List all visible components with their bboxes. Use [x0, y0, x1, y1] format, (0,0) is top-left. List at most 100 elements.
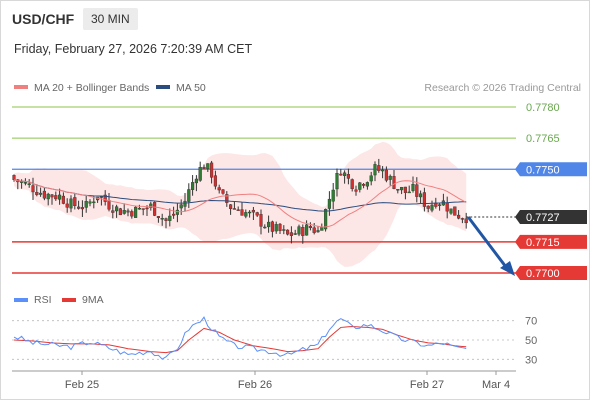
candle-body [39, 192, 43, 195]
projection-arrow-shaft [467, 216, 511, 272]
candle-body [130, 211, 134, 217]
moving-averages [13, 179, 467, 228]
level-label-0.7715: 0.7715 [526, 237, 560, 249]
projection-arrow [467, 216, 515, 276]
candle-body [270, 221, 274, 232]
candle-body [92, 201, 96, 204]
candle-body [23, 182, 27, 184]
candle-body [354, 189, 358, 192]
candle-body [464, 218, 468, 224]
candle-body [111, 210, 115, 213]
level-label-0.7750: 0.7750 [526, 164, 560, 176]
candle-body [263, 226, 267, 229]
candle-body [152, 202, 157, 216]
candle-body [365, 182, 369, 187]
candle-body [118, 208, 122, 216]
candle-body [293, 233, 297, 235]
level-label-bg-0.7715 [515, 234, 587, 249]
candle-body [65, 203, 69, 208]
candle-body [331, 189, 335, 202]
timestamp: Friday, February 27, 2026 7:20:39 AM CET [14, 42, 253, 56]
candle-body [445, 202, 449, 212]
candle-body [297, 226, 301, 235]
candle-body [35, 191, 39, 195]
projection-arrow-head [500, 261, 515, 276]
candle-body [73, 197, 77, 207]
level-label-0.7765: 0.7765 [526, 133, 560, 145]
candle-body [228, 204, 233, 209]
candle-body [164, 218, 168, 221]
credit-label: Research © 2026 Trading Central [424, 82, 581, 94]
candle-body [103, 194, 107, 202]
candle-body [274, 224, 278, 232]
bollinger-bands [14, 141, 467, 267]
ma20-legend-swatch [14, 85, 28, 89]
candle-body [50, 194, 54, 198]
candle-body [122, 210, 126, 214]
candle-body [358, 182, 362, 190]
candle-body [259, 214, 263, 227]
price-levels [12, 106, 516, 274]
candle-body [339, 173, 343, 176]
candle-body [415, 184, 419, 197]
rsi-panel: 70 50 30 [12, 316, 537, 366]
candle-body [282, 229, 286, 231]
x-tick-label: Feb 27 [410, 379, 444, 391]
x-axis: Feb 25 Feb 26 Feb 27 Mar 4 [65, 371, 510, 391]
candle-body [362, 184, 366, 186]
candle-body [80, 207, 84, 210]
candle-body [190, 182, 195, 190]
candle-body [20, 181, 24, 183]
candle-body [449, 208, 453, 214]
x-tick-label: Feb 25 [65, 379, 99, 391]
ma20-line [13, 179, 467, 228]
rsi-tick-70: 70 [525, 316, 537, 328]
candle-body [84, 201, 88, 208]
level-label-bg-0.7750 [515, 162, 587, 177]
candle-body [419, 193, 423, 198]
candle-body [209, 162, 214, 178]
candle-body [156, 216, 160, 218]
candle-body [175, 209, 179, 215]
candle-body [411, 183, 415, 191]
candle-body [133, 206, 138, 218]
candle-body [145, 207, 149, 210]
candle-body [46, 193, 50, 200]
timeframe-badge[interactable]: 30 MIN [83, 8, 138, 30]
candle-body [160, 218, 164, 220]
candle-body [305, 224, 309, 236]
candle-body [335, 173, 339, 190]
candle-body [320, 227, 324, 231]
rsi-tick-50: 50 [525, 335, 537, 347]
candle-body [194, 178, 198, 184]
candle-body [381, 169, 385, 172]
candle-body [217, 187, 221, 191]
candle-body [308, 226, 312, 229]
candle-body [12, 175, 16, 180]
level-labels: 0.7780 0.7765 0.7750 0.7727 0.7715 0.7700 [515, 102, 587, 280]
rsi-legend-swatch [14, 298, 28, 302]
level-label-bg-0.7700 [515, 266, 587, 280]
candle-body [198, 167, 202, 181]
candle-body [137, 207, 141, 210]
candle-body [346, 174, 350, 179]
level-label-bg-0.7727 [515, 209, 587, 224]
candle-body [396, 188, 400, 191]
candle-body [324, 209, 328, 230]
ma50-legend-label: MA 50 [176, 82, 206, 94]
candlesticks [12, 158, 468, 244]
candle-body [225, 194, 229, 203]
candle-body [327, 198, 331, 209]
ma50-legend-swatch [156, 85, 170, 89]
candle-body [373, 164, 377, 176]
candle-body [426, 205, 430, 209]
candle-body [255, 212, 259, 216]
candle-body [400, 187, 404, 191]
candle-body [369, 175, 373, 182]
candle-body [171, 213, 176, 216]
candle-body [126, 210, 130, 213]
candle-body [221, 189, 225, 194]
candle-body [251, 209, 255, 213]
candle-body [457, 214, 461, 219]
